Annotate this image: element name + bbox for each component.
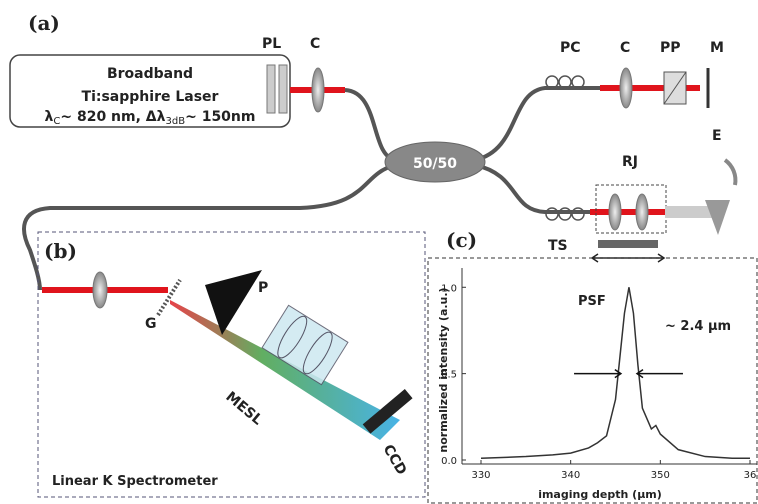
probe <box>665 206 715 218</box>
label: RJ <box>622 154 638 170</box>
figure: (a) Broadband Ti:sapphire Laser λC~ 820 … <box>0 0 758 504</box>
panel-label: (c) <box>446 228 477 252</box>
rotation-arrow <box>725 160 735 185</box>
label: MESL <box>222 389 265 429</box>
polarizer <box>279 65 287 113</box>
fiber <box>475 88 600 160</box>
label: E <box>712 128 722 144</box>
x-tick-label: 340 <box>561 470 580 481</box>
label: C <box>310 36 320 52</box>
chart-title: PSF <box>578 294 606 309</box>
label: PL <box>262 36 281 52</box>
laser-text: Broadband <box>107 66 193 82</box>
lens <box>636 194 648 230</box>
polarization-controller <box>546 76 584 220</box>
label: PP <box>660 40 681 56</box>
grating <box>158 280 180 315</box>
label: G <box>145 316 157 332</box>
lens <box>312 68 324 112</box>
label: Linear K Spectrometer <box>52 474 218 489</box>
panel-label: (a) <box>28 11 60 35</box>
fiber <box>475 165 590 212</box>
fiber <box>24 165 395 290</box>
x-tick-label: 330 <box>471 470 490 481</box>
x-tick-label: 350 <box>651 470 670 481</box>
lens <box>609 194 621 230</box>
polarizer <box>267 65 275 113</box>
label: P <box>258 280 268 296</box>
panel-label: (b) <box>44 239 77 263</box>
label: C <box>620 40 630 56</box>
lens <box>93 272 107 308</box>
label: TS <box>548 238 568 254</box>
laser-text: Ti:sapphire Laser <box>82 89 219 105</box>
stage <box>598 240 658 248</box>
width-arrow <box>574 370 683 378</box>
lens <box>620 68 632 108</box>
x-axis-label: imaging depth (μm) <box>538 488 662 501</box>
panel-b <box>38 232 425 497</box>
y-axis-label: normalized intensity (a.u.) <box>437 287 450 452</box>
label: CCD <box>380 442 410 478</box>
mesl <box>262 305 348 384</box>
laser-text: λC~ 820 nm, Δλ3dB~ 150nm <box>45 109 256 127</box>
fiber <box>345 90 395 160</box>
coupler-label: 50/50 <box>413 156 457 172</box>
label: M <box>710 40 724 56</box>
y-tick-label: 0.0 <box>441 456 457 467</box>
label: PC <box>560 40 581 56</box>
annotation: ~ 2.4 μm <box>665 319 731 334</box>
psf-line <box>481 287 750 458</box>
x-tick-label: 36 <box>744 470 757 481</box>
